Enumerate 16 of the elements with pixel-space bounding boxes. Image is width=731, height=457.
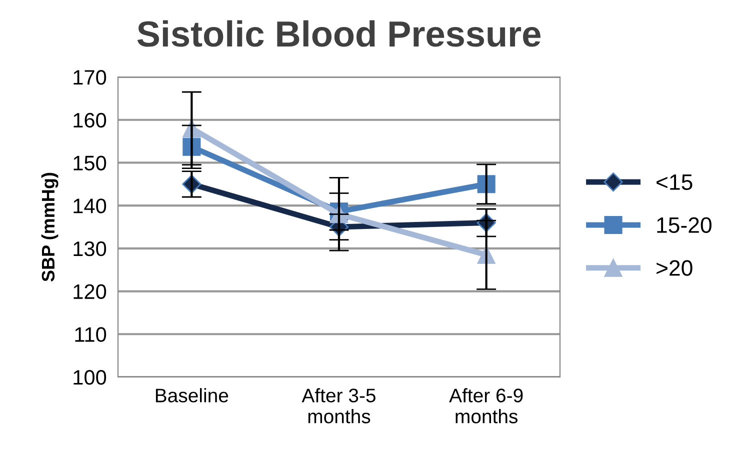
y-axis-title: SBP (mmHg) xyxy=(41,172,58,282)
chart-title: Sistolic Blood Pressure xyxy=(137,20,540,47)
y-tick-label: 140 xyxy=(74,198,106,214)
legend-label: <15 xyxy=(656,174,692,190)
x-tick-label: Baseline xyxy=(156,388,228,402)
legend-label: >20 xyxy=(656,260,692,276)
x-tick-label: After 6-9 months xyxy=(449,388,523,424)
x-tick-label: After 3-5 months xyxy=(302,388,376,424)
y-tick-label: 150 xyxy=(74,156,106,170)
y-tick-label: 130 xyxy=(74,241,106,256)
y-tick-label: 110 xyxy=(75,327,106,342)
y-tick-label: 170 xyxy=(74,70,106,85)
y-tick-label: 120 xyxy=(74,284,106,300)
legend-label: 15-20 xyxy=(657,217,712,233)
y-tick-label: 160 xyxy=(74,112,106,128)
y-tick-label: 100 xyxy=(74,370,106,385)
